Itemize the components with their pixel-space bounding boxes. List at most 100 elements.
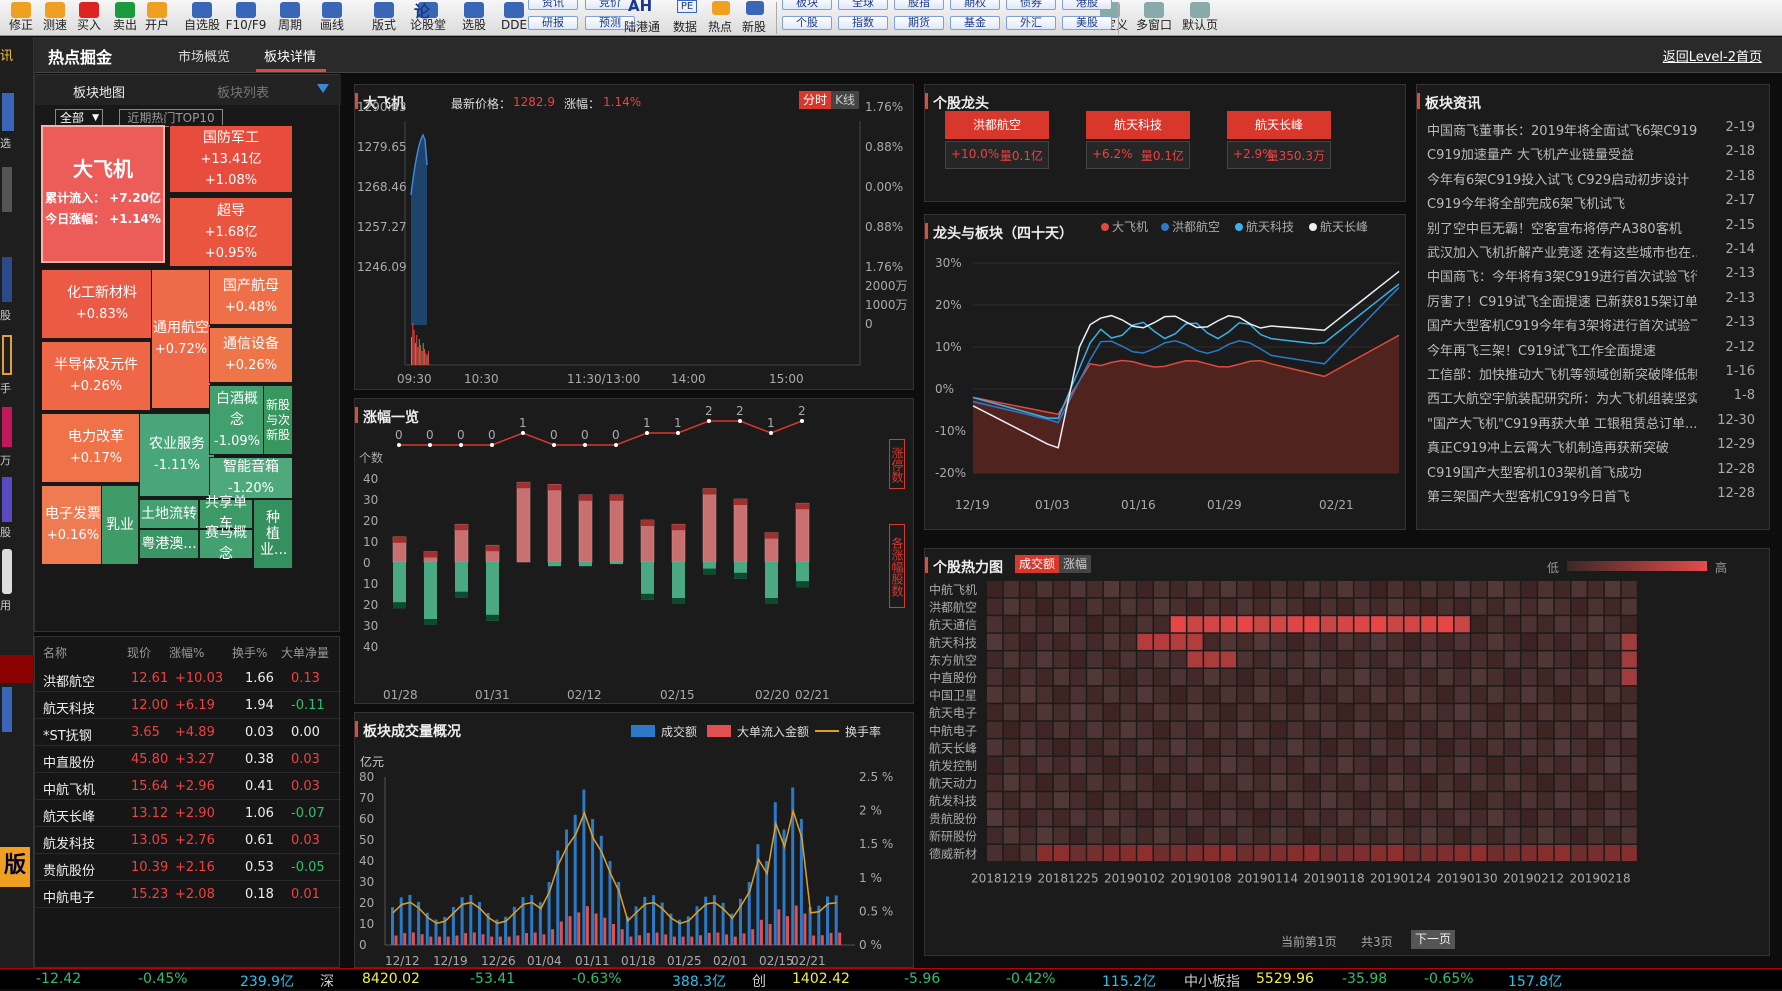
strip-icon-1[interactable] <box>2 93 14 131</box>
news-headline[interactable]: "国产大飞机"C919再获大单 工银租赁总订单... <box>1427 416 1697 432</box>
lun-icon[interactable]: 论 <box>414 2 431 21</box>
news-headline[interactable]: 第三架国产大型客机C919今日首飞 <box>1427 490 1630 505</box>
news-item[interactable]: 西工大航空宇航装配研究所：为大飞机组装坚实... 1-8 <box>1413 383 1767 408</box>
news-headline[interactable]: 国产大型客机C919今年有3架将进行首次试验飞... <box>1427 319 1697 335</box>
toolbar-data-label[interactable]: 数据 <box>673 20 698 34</box>
toolbar-forex-button[interactable]: 外汇 <box>1006 16 1056 30</box>
news-headline[interactable]: 西工大航空宇航装配研究所：为大飞机组装坚实... <box>1427 392 1697 408</box>
toolbar-0-button[interactable]: 修正 <box>4 2 38 32</box>
sector-tile-13[interactable]: 电子发票 +0.16% <box>41 485 105 565</box>
news-item[interactable]: 工信部：加快推动大飞机等领域创新突破降低制... 1-16 <box>1413 359 1767 384</box>
toolbar-sector-button[interactable]: 板块 <box>782 0 832 10</box>
sector-tile-10[interactable]: 白酒概念 -1.09% <box>209 385 265 455</box>
toolbar-options-button[interactable]: 期权 <box>950 0 1000 10</box>
news-headline[interactable]: C919加速量产 大飞机产业链量受益 <box>1427 148 1635 164</box>
intraday-chart[interactable]: 1290.83 1279.65 1268.46 1257.27 1246.09 1.76%… <box>355 85 915 391</box>
news-headline[interactable]: C919今年将全部完成6架飞机试飞 <box>1427 197 1626 213</box>
sector-tile-1[interactable]: 国防军工 +13.41亿 +1.08% <box>169 125 293 193</box>
volume-chart[interactable]: 80 70 60 50 40 30 20 10 0 2.5 % 2 % 1.5 % 1 % 0.5 % 0 … <box>355 713 915 969</box>
news-item[interactable]: C919加速量产 大飞机产业链量受益 2-18 <box>1413 139 1767 164</box>
toolbar-futures-button[interactable]: 期货 <box>894 16 944 30</box>
news-item[interactable]: C919国产大型客机103架机首飞成功 12-28 <box>1413 457 1767 482</box>
table-row[interactable]: 中航电子 15.23 +2.08 0.18 0.01 <box>35 881 341 908</box>
toolbar-10-button[interactable]: 论股堂 <box>406 2 450 32</box>
toolbar-bonds-button[interactable]: 债券 <box>1006 0 1056 10</box>
leader-button-0[interactable]: 洪都航空 <box>945 111 1049 139</box>
toolbar-forecast-button[interactable]: 预测 <box>585 16 635 30</box>
sector-tile-16[interactable]: 共享单车 <box>199 495 253 532</box>
strip-icon-6[interactable] <box>2 477 12 522</box>
toolbar-7-button[interactable]: 周期 <box>268 2 312 32</box>
toolbar-2-button[interactable]: 买入 <box>72 2 106 32</box>
news-headline[interactable]: 今年再飞三架！C919试飞工作全面提速 <box>1427 343 1656 359</box>
sector-tile-19[interactable]: 赛马概念 <box>199 525 253 562</box>
toolbar-4-button[interactable]: 开户 <box>140 2 174 32</box>
news-item[interactable]: 中国商飞：今年将有3架C919进行首次试验飞行... 2-13 <box>1413 261 1767 286</box>
news-headline[interactable]: 别了空中巨无霸！空客宣布将停产A380客机 <box>1427 221 1682 237</box>
heat-next-page-button[interactable]: 下一页 <box>1411 930 1455 949</box>
table-row[interactable]: 航发科技 13.05 +2.76 0.61 0.03 <box>35 827 341 854</box>
sector-tile-12[interactable]: 智能音箱 -1.20% <box>209 457 293 499</box>
hot-icon[interactable] <box>712 1 730 15</box>
news-item[interactable]: 今年有6架C919投入试飞 C929启动初步设计 2-18 <box>1413 164 1767 189</box>
toolbar-index-button[interactable]: 指数 <box>838 16 888 30</box>
sector-tile-4[interactable]: 通用航空 +0.72% <box>151 269 211 409</box>
sector-tile-5[interactable]: 国产航母 +0.48% <box>209 269 293 325</box>
ipo-icon[interactable] <box>746 1 764 15</box>
col-price[interactable]: 现价 <box>127 646 152 660</box>
toolbar-6-button[interactable]: F10/F9 <box>224 2 268 32</box>
sector-tile-8[interactable]: 电力改革 +0.17% <box>41 413 151 483</box>
table-row[interactable]: 洪都航空 12.61 +10.03 1.66 0.13 <box>35 665 341 692</box>
news-item[interactable]: 武汉加入飞机折解产业竞逐 还有这些城市也在... 2-14 <box>1413 237 1767 262</box>
toolbar-global-button[interactable]: 全球 <box>838 0 888 10</box>
news-item[interactable]: 国产大型客机C919今年有3架将进行首次试验飞... 2-13 <box>1413 310 1767 335</box>
news-item[interactable]: 第三架国产大型客机C919今日首飞 12-28 <box>1413 481 1767 506</box>
leader-button-1[interactable]: 航天科技 <box>1086 111 1190 139</box>
sector-tile-3[interactable]: 化工新材料 +0.83% <box>41 269 163 339</box>
toolbar-auction-button[interactable]: 竞价 <box>585 0 635 10</box>
toolbar-index-futures-button[interactable]: 股指 <box>894 0 944 10</box>
toolbar-stock-button[interactable]: 个股 <box>782 16 832 30</box>
news-headline[interactable]: 中国商飞：今年将有3架C919进行首次试验飞行... <box>1427 270 1697 286</box>
toolbar-funds-button[interactable]: 基金 <box>950 16 1000 30</box>
sector-tile-18[interactable]: 粤港澳... <box>139 529 199 559</box>
strip-icon-3[interactable] <box>2 257 12 302</box>
tab-timeshare[interactable]: 分时 <box>799 91 831 109</box>
toolbar-11-button[interactable]: 选股 <box>452 2 496 32</box>
toolbar-26-button[interactable]: 多窗口 <box>1132 2 1176 32</box>
toolbar-3-button[interactable]: 卖出 <box>108 2 142 32</box>
table-row[interactable]: 航天科技 12.00 +6.19 1.94 -0.11 <box>35 692 341 719</box>
sector-tile-9[interactable]: 农业服务 -1.11% <box>139 413 215 497</box>
sector-tile-2[interactable]: 超导 +1.68亿 +0.95% <box>169 197 293 267</box>
news-item[interactable]: C919今年将全部完成6架飞机试飞 2-17 <box>1413 188 1767 213</box>
col-change[interactable]: 涨幅% <box>169 646 205 660</box>
news-headline[interactable]: 工信部：加快推动大飞机等领域创新突破降低制... <box>1427 368 1697 383</box>
strip-icon-7[interactable] <box>2 549 12 594</box>
toolbar-research-button[interactable]: 研报 <box>528 16 578 30</box>
sector-tile-15[interactable]: 土地流转 <box>139 499 199 529</box>
filter-icon[interactable] <box>317 84 329 93</box>
tab-heat-amount[interactable]: 成交额 <box>1015 555 1059 573</box>
sector-tile-14[interactable]: 乳业 <box>101 485 139 565</box>
ah-icon[interactable]: AH <box>628 0 653 15</box>
table-row[interactable]: *ST抚钢 3.65 +4.89 0.03 0.00 <box>35 719 341 746</box>
pe-icon[interactable]: PE <box>677 0 697 13</box>
news-item[interactable]: 别了空中巨无霸！空客宣布将停产A380客机 2-15 <box>1413 213 1767 238</box>
col-turnover[interactable]: 换手% <box>232 646 268 660</box>
leader-button-2[interactable]: 航天长峰 <box>1227 111 1331 139</box>
strip-icon-5[interactable] <box>2 407 12 447</box>
news-headline[interactable]: C919国产大型客机103架机首飞成功 <box>1427 465 1642 481</box>
strip-icon-2[interactable] <box>2 167 12 212</box>
toolbar-ipo-label[interactable]: 新股 <box>742 20 767 34</box>
table-row[interactable]: 中直股份 45.80 +3.27 0.38 0.03 <box>35 746 341 773</box>
back-level2-link[interactable]: 返回Level-2首页 <box>1662 50 1762 65</box>
tab-market-overview[interactable]: 市场概览 <box>178 50 231 65</box>
news-item[interactable]: 今年再飞三架！C919试飞工作全面提速 2-12 <box>1413 335 1767 360</box>
sector-tile-6[interactable]: 通信设备 +0.26% <box>209 327 293 383</box>
sector-tile-7[interactable]: 半导体及元件 +0.26% <box>41 341 151 411</box>
heatmap-grid[interactable]: 中航飞机洪都航空航天通信航天科技东方航空中直股份中国卫星航天电子中航电子航天长峰… <box>925 549 1771 929</box>
toolbar-news-button[interactable]: 资讯 <box>528 0 578 10</box>
news-item[interactable]: 真正C919冲上云霄大飞机制造再获新突破 12-29 <box>1413 432 1767 457</box>
col-bigorder[interactable]: 大单净量 <box>281 646 330 660</box>
